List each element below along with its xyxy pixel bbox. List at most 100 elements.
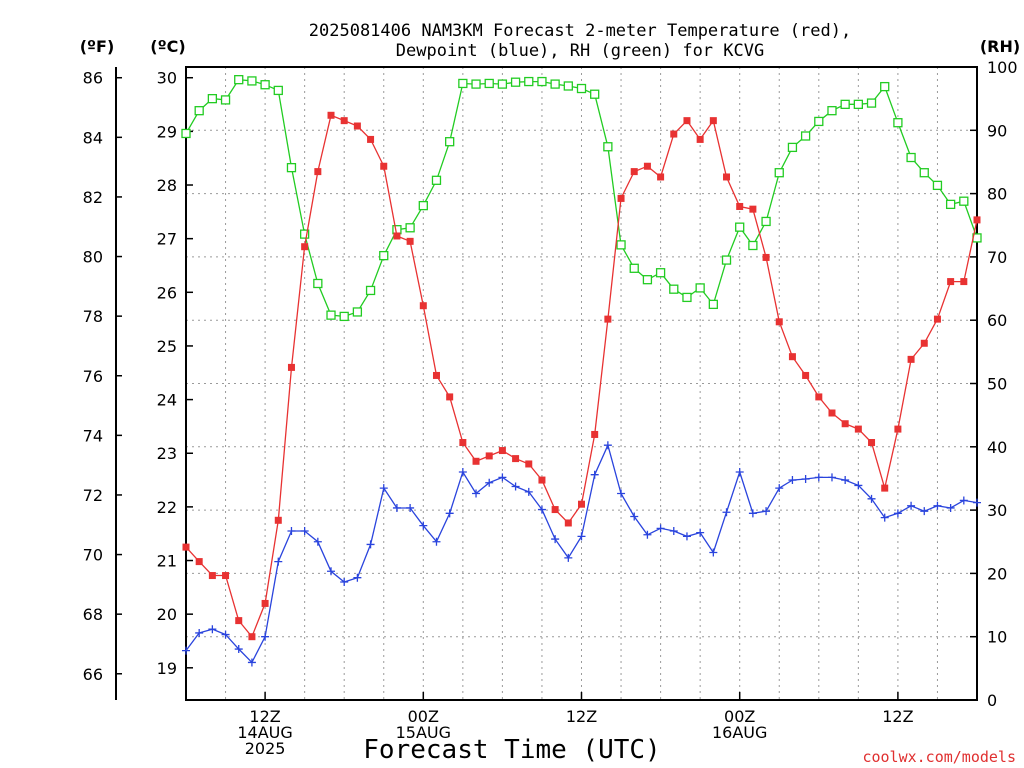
temperature-point	[314, 168, 322, 176]
rh-point	[959, 196, 969, 206]
dewpoint-point	[959, 496, 968, 505]
rh-point	[735, 222, 745, 232]
temperature-point	[723, 173, 731, 181]
time-tick-label: 12Z	[882, 707, 913, 726]
temperature-point	[802, 371, 810, 379]
dewpoint-point	[709, 548, 718, 557]
temperature-point	[881, 484, 889, 492]
rh-point	[352, 307, 363, 317]
rh-tick-label: 60	[987, 311, 1007, 330]
rh-tick-label: 90	[987, 121, 1007, 140]
dewpoint-point	[432, 537, 441, 546]
celsius-tick-label: 24	[157, 391, 177, 410]
dewpoint-point	[511, 482, 520, 491]
rh-point	[537, 76, 547, 87]
rh-point	[708, 299, 718, 310]
temperature-point	[512, 455, 520, 463]
fahrenheit-tick-label: 80	[83, 248, 103, 267]
rh-point	[563, 81, 573, 91]
temperature-point	[683, 117, 691, 125]
temperature-point	[485, 452, 493, 460]
temperature-point	[907, 355, 915, 363]
rh-point	[814, 116, 824, 127]
celsius-tick-label: 19	[157, 659, 177, 678]
fahrenheit-tick-label: 74	[83, 426, 103, 445]
dewpoint-point	[643, 530, 652, 539]
time-tick-label: 16AUG	[712, 723, 767, 742]
temperature-point	[868, 439, 876, 447]
dewpoint-point	[590, 470, 599, 479]
dewpoint-point	[854, 481, 863, 490]
rh-point	[365, 285, 376, 296]
rh-axis: 0 10 20 30 40 50 60 70 80 90 100	[970, 58, 1018, 710]
rh-point	[840, 99, 850, 109]
temperature-point	[709, 117, 717, 125]
dewpoint-point	[617, 489, 626, 498]
temperature-point	[432, 371, 440, 379]
dewpoint-point	[788, 476, 797, 485]
rh-point	[642, 275, 653, 285]
rh-point	[800, 131, 811, 141]
grid-lines	[186, 67, 977, 700]
dewpoint-series	[182, 441, 981, 667]
dewpoint-point	[327, 567, 336, 576]
rh-point	[497, 79, 508, 89]
rh-point	[260, 80, 270, 90]
temperature-point	[933, 315, 941, 323]
rh-point	[603, 142, 613, 152]
temperature-point	[538, 476, 546, 484]
dewpoint-point	[656, 524, 665, 533]
celsius-axis: 19 20 21 22 23 24 25 26 27 28 29 30	[157, 69, 193, 678]
dewpoint-point	[827, 473, 836, 482]
fahrenheit-tick-label: 86	[83, 69, 103, 88]
temperature-point	[591, 430, 599, 438]
temperature-point	[222, 572, 230, 580]
rh-point	[893, 118, 903, 128]
rh-point	[682, 292, 692, 303]
dewpoint-point	[458, 468, 467, 477]
temperature-point	[274, 516, 282, 524]
temperature-point	[696, 135, 704, 143]
dewpoint-point	[300, 527, 309, 536]
dewpoint-point	[261, 632, 270, 641]
chart-title-line2: Dewpoint (blue), RH (green) for KCVG	[396, 41, 764, 61]
rh-point	[748, 240, 758, 251]
temperature-point	[973, 216, 981, 224]
fahrenheit-tick-label: 78	[83, 307, 103, 326]
rh-point	[616, 240, 626, 250]
dewpoint-point	[775, 484, 784, 493]
rh-point	[853, 99, 863, 109]
time-tick-label: 00Z	[408, 707, 439, 726]
rh-point	[194, 106, 204, 116]
temperature-point	[525, 460, 533, 468]
rh-point	[932, 180, 943, 191]
rh-tick-label: 70	[987, 248, 1007, 267]
fahrenheit-tick-label: 82	[83, 188, 103, 207]
rh-point	[919, 168, 929, 178]
temperature-point	[736, 202, 744, 210]
celsius-tick-label: 20	[157, 605, 177, 624]
dewpoint-point	[472, 489, 481, 498]
temperature-point	[446, 393, 454, 401]
dewpoint-point	[907, 501, 916, 510]
temperature-point	[828, 409, 836, 417]
rh-point	[787, 142, 798, 153]
fahrenheit-axis: 66 68 70 72 74 76 78 80 82 84 86	[83, 67, 122, 700]
rh-point	[510, 77, 521, 87]
celsius-unit-label: (ºC)	[150, 37, 185, 56]
dewpoint-point	[551, 535, 560, 544]
rh-point	[827, 106, 837, 116]
rh-point	[721, 255, 732, 265]
celsius-tick-label: 28	[157, 176, 177, 195]
dewpoint-point	[920, 507, 929, 516]
rh-point	[669, 284, 679, 294]
dewpoint-point	[630, 512, 639, 521]
rh-point	[181, 128, 191, 139]
time-tick-label: 2025	[245, 739, 286, 758]
dewpoint-point	[669, 527, 678, 536]
temperature-point	[287, 363, 295, 371]
temperature-point	[762, 253, 770, 261]
celsius-tick-label: 26	[157, 283, 177, 302]
rh-point	[524, 76, 534, 87]
